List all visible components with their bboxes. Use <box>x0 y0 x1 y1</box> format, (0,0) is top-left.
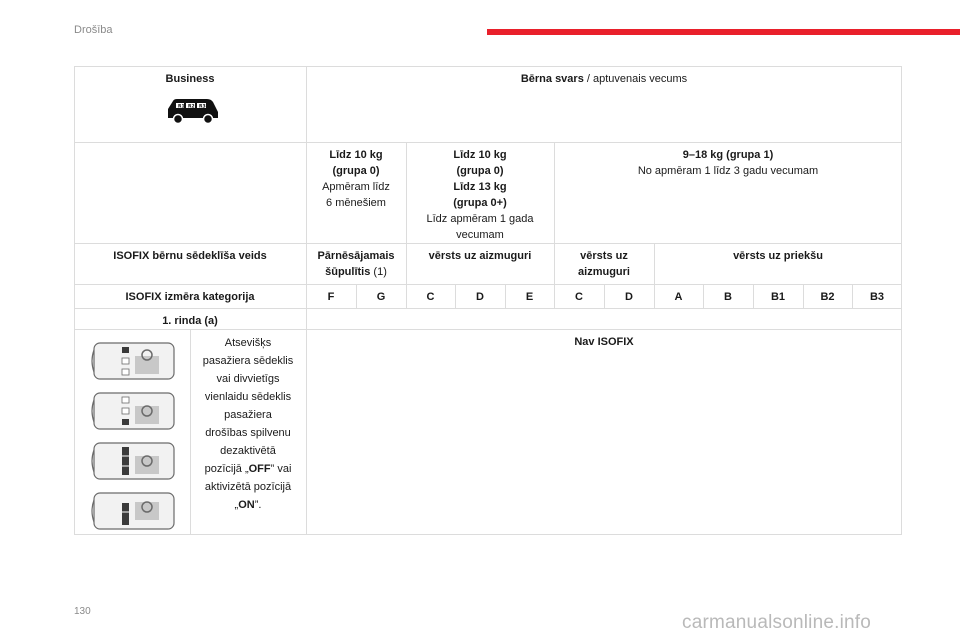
svg-text:R2: R2 <box>188 104 195 110</box>
child-weight-header: Bērna svars / aptuvenais vecums <box>306 66 902 87</box>
category-F: F <box>327 291 335 303</box>
group0b-line6: vecumam <box>456 229 504 241</box>
seat-desc-line: Atsevišķs <box>224 337 272 349</box>
on-label: ON <box>238 499 255 511</box>
seat-desc-line: aktivizētā pozīcijā <box>204 481 292 493</box>
seat-desc-line: dezaktivētā <box>220 445 276 457</box>
child-weight-rest: / aptuvenais vecums <box>583 73 688 85</box>
van-with-three-rows-icon: R1 R2 R3 <box>165 97 219 130</box>
seat-desc-text: pozīcijā „ <box>204 463 249 475</box>
category-B3: B3 <box>869 291 885 303</box>
group0b-line3: Līdz 13 kg <box>453 181 507 193</box>
forward-facing: vērsts uz priekšu <box>733 250 823 262</box>
group0b-line1: Līdz 10 kg <box>453 149 507 161</box>
category-G: G <box>376 291 386 303</box>
rear-facing-1: vērsts uz aizmuguri <box>428 250 532 262</box>
group0b-line2: (grupa 0) <box>456 165 504 177</box>
seat-desc-text: ”. <box>254 499 262 511</box>
category-D2: D <box>625 291 633 303</box>
seat-type-label: ISOFIX bērnu sēdeklīša veids <box>113 250 267 262</box>
category-E: E <box>525 291 534 303</box>
category-C2: C <box>575 291 583 303</box>
car-seat-layout-icon-1 <box>91 342 175 380</box>
category-B1: B1 <box>770 291 786 303</box>
carrycot-bold2: šūpulītis <box>325 266 371 278</box>
seat-desc-text: „ <box>234 499 239 511</box>
group1-line1: 9–18 kg (grupa 1) <box>682 149 774 161</box>
group0a-line3: Apmēram līdz <box>322 181 390 193</box>
vehicle-label: Business <box>165 73 215 85</box>
group0-carrycot: Līdz 10 kg (grupa 0) Apmēram līdz 6 mēne… <box>306 142 406 211</box>
group0a-line4: 6 mēnešiem <box>326 197 386 209</box>
category-C: C <box>426 291 435 303</box>
section-title: Drošība <box>74 24 113 36</box>
seat-desc-line: vai divvietīgs <box>216 373 280 385</box>
table-border <box>74 66 902 535</box>
group0b-line5: Līdz apmēram 1 gada <box>426 213 534 225</box>
seat-desc-line: vienlaidu sēdeklis <box>204 391 292 403</box>
row-label: 1. rinda (a) <box>162 315 218 327</box>
carrycot-bold: Pārnēsājamais <box>317 250 395 262</box>
no-isofix: Nav ISOFIX <box>574 336 634 348</box>
child-weight-bold: Bērna svars <box>520 73 584 85</box>
car-seat-layout-icon-2 <box>91 392 175 430</box>
svg-text:R1: R1 <box>178 104 185 110</box>
category-D: D <box>476 291 484 303</box>
rear-facing-2b: aizmuguri <box>578 266 630 278</box>
seat-diagrams <box>88 338 178 534</box>
rear-facing-2a: vērsts uz <box>580 250 628 262</box>
group0b-line4: (grupa 0+) <box>453 197 507 209</box>
carrycot-rest: (1) <box>370 266 387 278</box>
red-accent-bar <box>487 29 960 35</box>
off-label: OFF <box>248 463 271 475</box>
seat-desc-line: pasažiera <box>224 409 272 421</box>
group0a-line1: Līdz 10 kg <box>329 149 383 161</box>
car-seat-layout-icon-4 <box>91 492 175 530</box>
rear-facing-2: vērsts uz aizmuguri <box>554 243 654 280</box>
group1: 9–18 kg (grupa 1) No apmēram 1 līdz 3 ga… <box>554 142 902 179</box>
seat-desc-text: ” vai <box>270 463 292 475</box>
svg-text:R3: R3 <box>199 104 206 110</box>
seat-description: Atsevišķs pasažiera sēdeklis vai divviet… <box>190 329 306 514</box>
category-A: A <box>674 291 683 303</box>
category-B: B <box>724 291 732 303</box>
carrycot-cell: Pārnēsājamais šūpulītis (1) <box>306 243 406 280</box>
isofix-table: Business R1 R2 R3 Bērna svars / aptuvena… <box>74 66 902 535</box>
seat-desc-line: drošības spilvenu <box>205 427 291 439</box>
page-number: 130 <box>74 606 91 617</box>
group1-line2: No apmēram 1 līdz 3 gadu vecumam <box>637 165 819 177</box>
watermark: carmanualsonline.info <box>682 612 872 633</box>
group0a-line2: (grupa 0) <box>332 165 380 177</box>
seat-desc-line: pasažiera sēdeklis <box>202 355 294 367</box>
car-seat-layout-icon-3 <box>91 442 175 480</box>
group0-rear: Līdz 10 kg (grupa 0) Līdz 13 kg (grupa 0… <box>406 142 554 243</box>
size-category-label: ISOFIX izmēra kategorija <box>125 291 255 303</box>
category-B2: B2 <box>820 291 835 303</box>
